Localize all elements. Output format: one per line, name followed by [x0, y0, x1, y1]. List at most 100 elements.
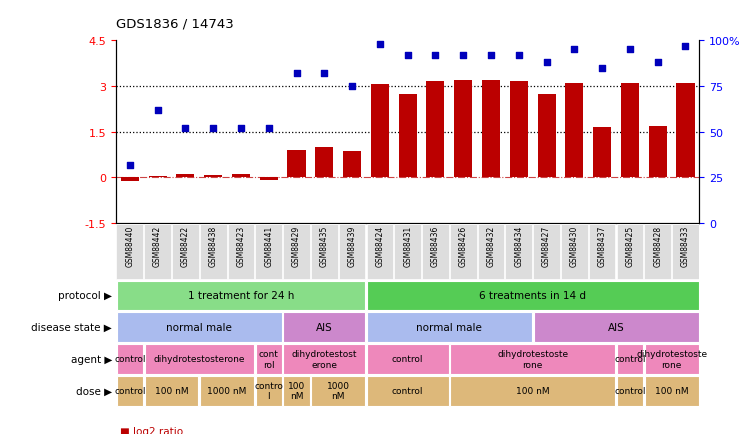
- Text: 100
nM: 100 nM: [288, 381, 305, 401]
- FancyBboxPatch shape: [367, 376, 449, 406]
- FancyBboxPatch shape: [200, 224, 227, 279]
- Bar: [510, 82, 528, 178]
- Bar: [426, 82, 444, 178]
- Text: GSM88439: GSM88439: [348, 225, 357, 266]
- Bar: [121, 178, 139, 181]
- Text: control: control: [392, 386, 423, 395]
- FancyBboxPatch shape: [616, 224, 643, 279]
- Text: GSM88423: GSM88423: [236, 225, 245, 266]
- FancyBboxPatch shape: [172, 224, 199, 279]
- FancyBboxPatch shape: [589, 224, 616, 279]
- Point: [485, 53, 497, 59]
- Bar: [538, 95, 556, 178]
- Bar: [565, 84, 583, 178]
- Point: [152, 107, 164, 114]
- Bar: [676, 84, 694, 178]
- FancyBboxPatch shape: [200, 376, 254, 406]
- FancyBboxPatch shape: [450, 344, 615, 374]
- Point: [513, 53, 525, 59]
- Bar: [399, 95, 417, 178]
- Text: contro
l: contro l: [254, 381, 283, 401]
- FancyBboxPatch shape: [645, 376, 699, 406]
- Bar: [482, 81, 500, 178]
- FancyBboxPatch shape: [422, 224, 449, 279]
- FancyBboxPatch shape: [367, 281, 699, 311]
- Point: [652, 59, 663, 66]
- Bar: [204, 176, 222, 178]
- Text: GSM88433: GSM88433: [681, 225, 690, 266]
- FancyBboxPatch shape: [506, 224, 532, 279]
- FancyBboxPatch shape: [450, 224, 476, 279]
- FancyBboxPatch shape: [617, 376, 643, 406]
- Text: GSM88422: GSM88422: [181, 225, 190, 266]
- Point: [402, 53, 414, 59]
- FancyBboxPatch shape: [117, 281, 365, 311]
- Bar: [232, 175, 250, 178]
- FancyBboxPatch shape: [367, 344, 449, 374]
- Text: GSM88441: GSM88441: [264, 225, 273, 266]
- FancyBboxPatch shape: [367, 224, 393, 279]
- FancyBboxPatch shape: [645, 344, 699, 374]
- Point: [596, 65, 608, 72]
- Text: GSM88425: GSM88425: [625, 225, 634, 266]
- Bar: [177, 175, 194, 178]
- Text: GSM88431: GSM88431: [403, 225, 412, 266]
- FancyBboxPatch shape: [117, 344, 143, 374]
- Text: GSM88428: GSM88428: [653, 225, 662, 266]
- Text: control: control: [114, 386, 146, 395]
- Text: normal male: normal male: [166, 322, 232, 332]
- FancyBboxPatch shape: [672, 224, 699, 279]
- Text: 100 nM: 100 nM: [516, 386, 550, 395]
- FancyBboxPatch shape: [394, 224, 421, 279]
- FancyBboxPatch shape: [256, 344, 282, 374]
- Text: protocol ▶: protocol ▶: [58, 291, 112, 301]
- Text: 1000
nM: 1000 nM: [327, 381, 350, 401]
- Point: [346, 83, 358, 90]
- Point: [374, 41, 386, 48]
- Point: [457, 53, 469, 59]
- Point: [235, 125, 247, 132]
- Text: disease state ▶: disease state ▶: [31, 322, 112, 332]
- Text: dose ▶: dose ▶: [76, 386, 112, 396]
- Bar: [593, 128, 611, 178]
- Text: agent ▶: agent ▶: [71, 354, 112, 364]
- Point: [180, 125, 191, 132]
- Bar: [260, 178, 278, 181]
- FancyBboxPatch shape: [311, 224, 337, 279]
- Point: [679, 43, 691, 50]
- Point: [624, 47, 636, 54]
- Point: [319, 71, 331, 78]
- FancyBboxPatch shape: [617, 344, 643, 374]
- Text: normal male: normal male: [417, 322, 482, 332]
- Bar: [454, 81, 472, 178]
- Bar: [149, 176, 167, 178]
- Text: GSM88429: GSM88429: [292, 225, 301, 266]
- FancyBboxPatch shape: [283, 376, 310, 406]
- Text: control: control: [114, 355, 146, 364]
- Text: dihydrotestoste
rone: dihydrotestoste rone: [636, 349, 707, 369]
- Text: GSM88436: GSM88436: [431, 225, 440, 266]
- FancyBboxPatch shape: [256, 376, 282, 406]
- Point: [290, 71, 302, 78]
- FancyBboxPatch shape: [255, 224, 282, 279]
- Text: GSM88434: GSM88434: [515, 225, 524, 266]
- Text: GSM88426: GSM88426: [459, 225, 468, 266]
- Text: 1000 nM: 1000 nM: [207, 386, 247, 395]
- Point: [207, 125, 219, 132]
- FancyBboxPatch shape: [144, 344, 254, 374]
- FancyBboxPatch shape: [339, 224, 366, 279]
- Text: dihydrotestosterone: dihydrotestosterone: [153, 355, 245, 364]
- FancyBboxPatch shape: [478, 224, 504, 279]
- Bar: [649, 126, 666, 178]
- FancyBboxPatch shape: [283, 344, 365, 374]
- Text: GSM88437: GSM88437: [598, 225, 607, 266]
- Text: GSM88432: GSM88432: [486, 225, 495, 266]
- Text: GSM88440: GSM88440: [126, 225, 135, 266]
- Text: 100 nM: 100 nM: [155, 386, 188, 395]
- FancyBboxPatch shape: [311, 376, 365, 406]
- Text: GSM88427: GSM88427: [542, 225, 551, 266]
- Text: dihydrotestost
erone: dihydrotestost erone: [292, 349, 357, 369]
- Text: control: control: [392, 355, 423, 364]
- FancyBboxPatch shape: [644, 224, 671, 279]
- Point: [263, 125, 275, 132]
